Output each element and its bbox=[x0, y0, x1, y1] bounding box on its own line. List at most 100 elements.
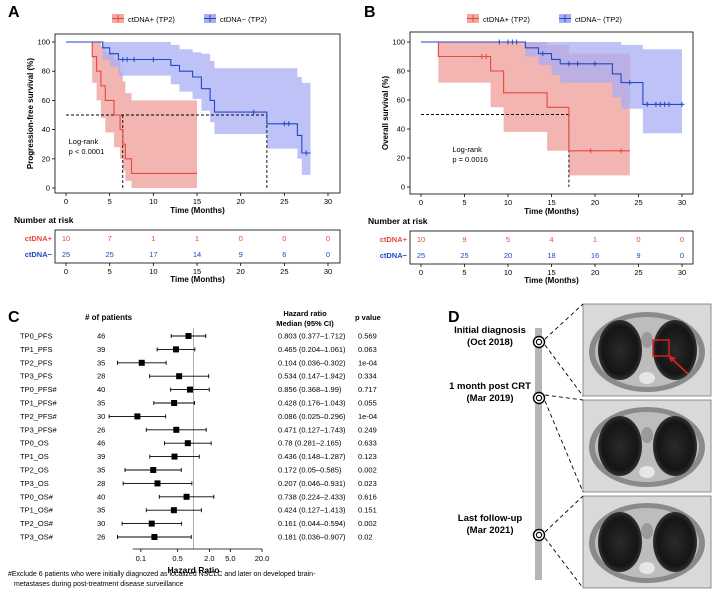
risk-x-tick-label: 10 bbox=[504, 268, 512, 277]
forest-x-axis-label: Hazard Ratio bbox=[168, 565, 220, 575]
forest-row-n: 40 bbox=[97, 492, 105, 501]
forest-row-n: 30 bbox=[97, 412, 105, 421]
event-date: (Oct 2018) bbox=[467, 337, 513, 348]
hr-point bbox=[138, 359, 145, 366]
p-value: 0.717 bbox=[358, 385, 377, 394]
x-tick-label: 15 bbox=[193, 197, 201, 206]
risk-value: 18 bbox=[547, 251, 555, 260]
risk-value: 1 bbox=[151, 234, 155, 243]
x-tick-label: 20 bbox=[591, 198, 599, 207]
forest-row-label: TP2_OS bbox=[20, 466, 49, 475]
y-tick-label: 80 bbox=[397, 67, 405, 76]
forest-row-label: TP3_PFS bbox=[20, 372, 53, 381]
forest-row-label: TP1_OS bbox=[20, 452, 49, 461]
risk-value: 0 bbox=[326, 250, 330, 259]
risk-value: 0 bbox=[239, 234, 243, 243]
p-value: 0.334 bbox=[358, 372, 377, 381]
event-title: 1 month post CRT bbox=[449, 381, 531, 392]
risk-value: 7 bbox=[108, 234, 112, 243]
risk-value: 25 bbox=[62, 250, 70, 259]
risk-value: 0 bbox=[680, 251, 684, 260]
logrank-label: Log-rank bbox=[452, 145, 482, 154]
risk-row-label: ctDNA+ bbox=[25, 234, 53, 243]
risk-value: 16 bbox=[591, 251, 599, 260]
p-value: 0.002 bbox=[358, 519, 377, 528]
panel-d-letter: D bbox=[448, 309, 460, 326]
forest-row-n: 26 bbox=[97, 533, 105, 542]
hr-point bbox=[184, 440, 191, 447]
panel-a-km-plot: 0 5 10 15 20 25 30 0 20 40 60 80 100 Time (Months) Pro… bbox=[26, 33, 341, 215]
forest-x-tick-label: 0.1 bbox=[136, 554, 146, 563]
hr-point bbox=[185, 333, 192, 339]
hr-point bbox=[172, 346, 179, 353]
forest-x-tick-label: 0.5 bbox=[172, 554, 182, 563]
hr-point bbox=[171, 400, 178, 406]
forest-row-label: TP1_PFS# bbox=[20, 399, 58, 408]
risk-value: 10 bbox=[417, 235, 425, 244]
risk-table-frame bbox=[54, 229, 341, 264]
x-axis-label: Time (Months) bbox=[524, 207, 579, 216]
risk-value: 17 bbox=[149, 250, 157, 259]
forest-row-n: 40 bbox=[97, 385, 105, 394]
timeline-node-inner bbox=[535, 338, 543, 346]
y-axis-label: Progression-free survival (%) bbox=[26, 58, 35, 169]
panel-c: C # of patients Hazard ratio Median (95%… bbox=[8, 309, 381, 588]
hr-point bbox=[150, 467, 157, 473]
forest-row-n: 35 bbox=[97, 358, 105, 367]
logrank-p-value: p < 0.0001 bbox=[69, 147, 105, 156]
risk-value: 4 bbox=[549, 235, 553, 244]
x-tick-label: 15 bbox=[547, 198, 555, 207]
p-value: 0.055 bbox=[358, 399, 377, 408]
y-tick-label: 100 bbox=[392, 38, 405, 47]
y-tick-label: 100 bbox=[37, 38, 50, 47]
forest-row-n: 39 bbox=[97, 452, 105, 461]
timeline-connectors bbox=[544, 303, 584, 589]
p-value: 0.002 bbox=[358, 466, 377, 475]
risk-value: 25 bbox=[417, 251, 425, 260]
hr-point bbox=[170, 507, 177, 514]
hr-ci-text: 0.104 (0.036–0.302) bbox=[278, 358, 346, 367]
legend-label: ctDNA+ (TP2) bbox=[128, 15, 175, 24]
col-p-header: p value bbox=[355, 313, 381, 322]
x-tick-label: 10 bbox=[504, 198, 512, 207]
event-title: Initial diagnosis bbox=[454, 325, 526, 336]
risk-value: 14 bbox=[193, 250, 201, 259]
p-value: 0.633 bbox=[358, 439, 377, 448]
forest-row-label: TP1_PFS bbox=[20, 345, 53, 354]
y-axis-label: Overall survival (%) bbox=[381, 76, 390, 151]
y-tick-label: 40 bbox=[397, 125, 405, 134]
risk-value: 0 bbox=[636, 235, 640, 244]
hr-ci-text: 0.181 (0.036–0.907) bbox=[278, 533, 346, 542]
hr-point bbox=[176, 373, 183, 380]
risk-x-tick-label: 0 bbox=[64, 267, 68, 276]
col-patients-header: # of patients bbox=[85, 313, 133, 322]
p-value: 0.023 bbox=[358, 479, 377, 488]
panel-c-letter: C bbox=[8, 309, 20, 326]
x-tick-label: 20 bbox=[236, 197, 244, 206]
ci-band-ctdna-negative bbox=[421, 42, 682, 134]
lesion-box bbox=[652, 339, 670, 357]
forest-row-n: 39 bbox=[97, 345, 105, 354]
forest-row-n: 26 bbox=[97, 425, 105, 434]
legend-label: ctDNA− (TP2) bbox=[575, 15, 622, 24]
forest-x-tick-label: 2.0 bbox=[204, 554, 214, 563]
forest-row-label: TP1_OS# bbox=[20, 506, 54, 515]
x-tick-label: 5 bbox=[462, 198, 466, 207]
forest-row-n: 46 bbox=[97, 439, 105, 448]
x-tick-label: 0 bbox=[419, 198, 423, 207]
hr-ci-text: 0.172 (0.05–0.585) bbox=[278, 466, 342, 475]
risk-x-axis-label: Time (Months) bbox=[170, 275, 225, 284]
forest-row-label: TP2_OS# bbox=[20, 519, 54, 528]
hr-point bbox=[148, 520, 155, 527]
hr-ci-text: 0.086 (0.025–0.296) bbox=[278, 412, 346, 421]
hr-ci-text: 0.436 (0.148–1.287) bbox=[278, 452, 346, 461]
risk-table-title: Number at risk bbox=[368, 216, 428, 226]
x-tick-label: 5 bbox=[108, 197, 112, 206]
risk-value: 1 bbox=[195, 234, 199, 243]
x-tick-label: 25 bbox=[634, 198, 642, 207]
forest-row-label: TP2_PFS# bbox=[20, 412, 58, 421]
risk-value: 10 bbox=[62, 234, 70, 243]
p-value: 0.123 bbox=[358, 452, 377, 461]
forest-row-label: TP0_OS bbox=[20, 439, 49, 448]
